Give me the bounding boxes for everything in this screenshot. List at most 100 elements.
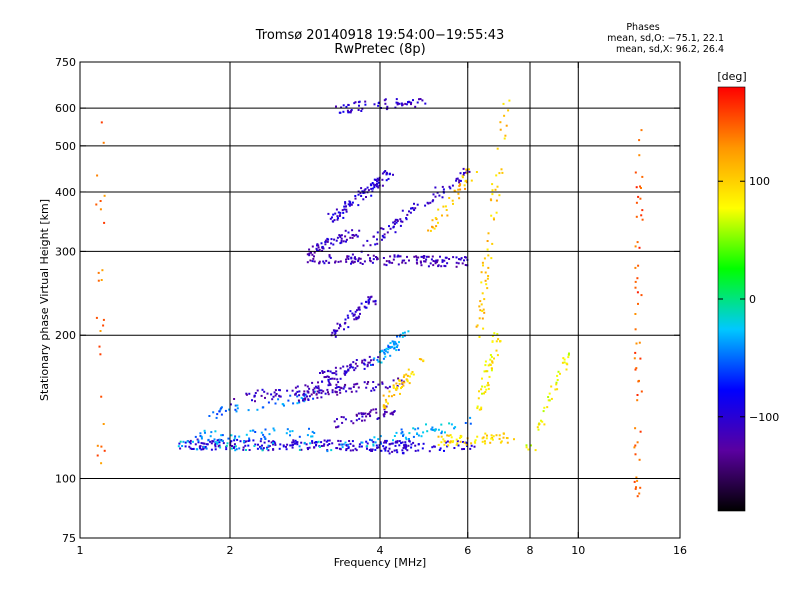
echo-point (431, 225, 433, 228)
echo-point (245, 393, 248, 396)
echo-point (485, 370, 488, 373)
echo-point (493, 357, 495, 360)
echo-point (429, 262, 432, 265)
echo-point (431, 426, 434, 429)
echo-point (262, 447, 265, 450)
echo-point (348, 111, 351, 114)
echo-point (634, 444, 637, 447)
echo-point (437, 443, 440, 446)
echo-point (308, 395, 311, 398)
echo-point (417, 427, 420, 430)
echo-point (346, 365, 349, 368)
echo-point (384, 170, 387, 172)
echo-point (487, 266, 490, 269)
echo-point (379, 435, 382, 438)
echo-point (326, 240, 329, 243)
colorbar: [deg] 100 0 −100 (717, 70, 779, 512)
echo-point (274, 443, 277, 446)
echo-point (211, 440, 214, 443)
echo-point (538, 423, 541, 426)
echo-point (354, 362, 357, 365)
echo-point (397, 377, 400, 380)
chart-subtitle: RwPretec (8p) (334, 42, 425, 57)
echo-point (349, 236, 352, 239)
echo-point (99, 353, 102, 356)
echo-point (412, 99, 414, 102)
echo-point (462, 167, 465, 170)
echo-point (313, 390, 316, 393)
echo-point (328, 443, 331, 445)
echo-point (349, 111, 352, 114)
echo-point (431, 255, 434, 258)
echo-point (351, 201, 354, 204)
echo-point (543, 406, 546, 409)
echo-point (502, 436, 505, 439)
echo-point (363, 305, 366, 308)
echo-point (383, 233, 386, 236)
echo-point (410, 207, 412, 210)
y-axis-label: Stationary phase Virtual Height [km] (38, 199, 51, 401)
echo-point (480, 281, 483, 284)
x-tick-label: 8 (527, 544, 534, 557)
echo-point (481, 261, 484, 264)
echo-point (361, 107, 364, 110)
echo-point (357, 204, 360, 207)
echo-point (189, 442, 192, 445)
echo-point (379, 441, 382, 444)
echo-point (376, 418, 379, 420)
echo-point (482, 327, 485, 330)
echo-point (634, 487, 637, 490)
echo-point (354, 256, 356, 259)
echo-point (360, 302, 363, 305)
echo-point (311, 253, 314, 256)
echo-point (486, 384, 489, 387)
echo-point (340, 239, 343, 242)
echo-point (298, 390, 301, 393)
echo-point (408, 259, 410, 262)
echo-point (234, 449, 237, 452)
echo-point (308, 446, 311, 449)
echo-point (424, 204, 427, 207)
echo-point (342, 216, 345, 219)
echo-point (398, 440, 401, 443)
echo-point (292, 443, 294, 446)
echo-point (395, 449, 398, 452)
echo-point (342, 211, 345, 214)
echo-point (351, 366, 354, 369)
echo-point (440, 265, 443, 268)
echo-point (363, 189, 366, 192)
echo-point (449, 441, 452, 444)
echo-point (214, 430, 217, 433)
echo-point (339, 214, 341, 217)
echo-point (256, 389, 259, 392)
echo-point (374, 299, 377, 302)
echo-point (337, 439, 340, 442)
echo-point (178, 442, 181, 445)
echo-point (389, 227, 392, 230)
echo-point (454, 426, 457, 429)
echo-point (335, 383, 338, 386)
echo-point (320, 392, 323, 395)
echo-point (418, 98, 420, 101)
echo-point (358, 443, 361, 446)
echo-point (478, 390, 480, 393)
echo-point (638, 458, 641, 461)
echo-point (481, 292, 484, 295)
echo-point (474, 441, 477, 444)
echo-point (507, 109, 510, 112)
echo-point (428, 450, 431, 453)
echo-point (260, 437, 263, 440)
echo-point (332, 243, 335, 246)
echo-point (318, 262, 321, 265)
echo-point (310, 393, 313, 396)
echo-point (437, 435, 440, 438)
echo-point (548, 392, 551, 395)
echo-point (356, 365, 359, 368)
echo-point (382, 357, 385, 360)
echo-point (391, 411, 394, 414)
echo-point (487, 381, 489, 384)
echo-point (451, 199, 454, 202)
echo-point (352, 449, 355, 452)
echo-point (324, 376, 327, 378)
echo-point (196, 438, 199, 441)
